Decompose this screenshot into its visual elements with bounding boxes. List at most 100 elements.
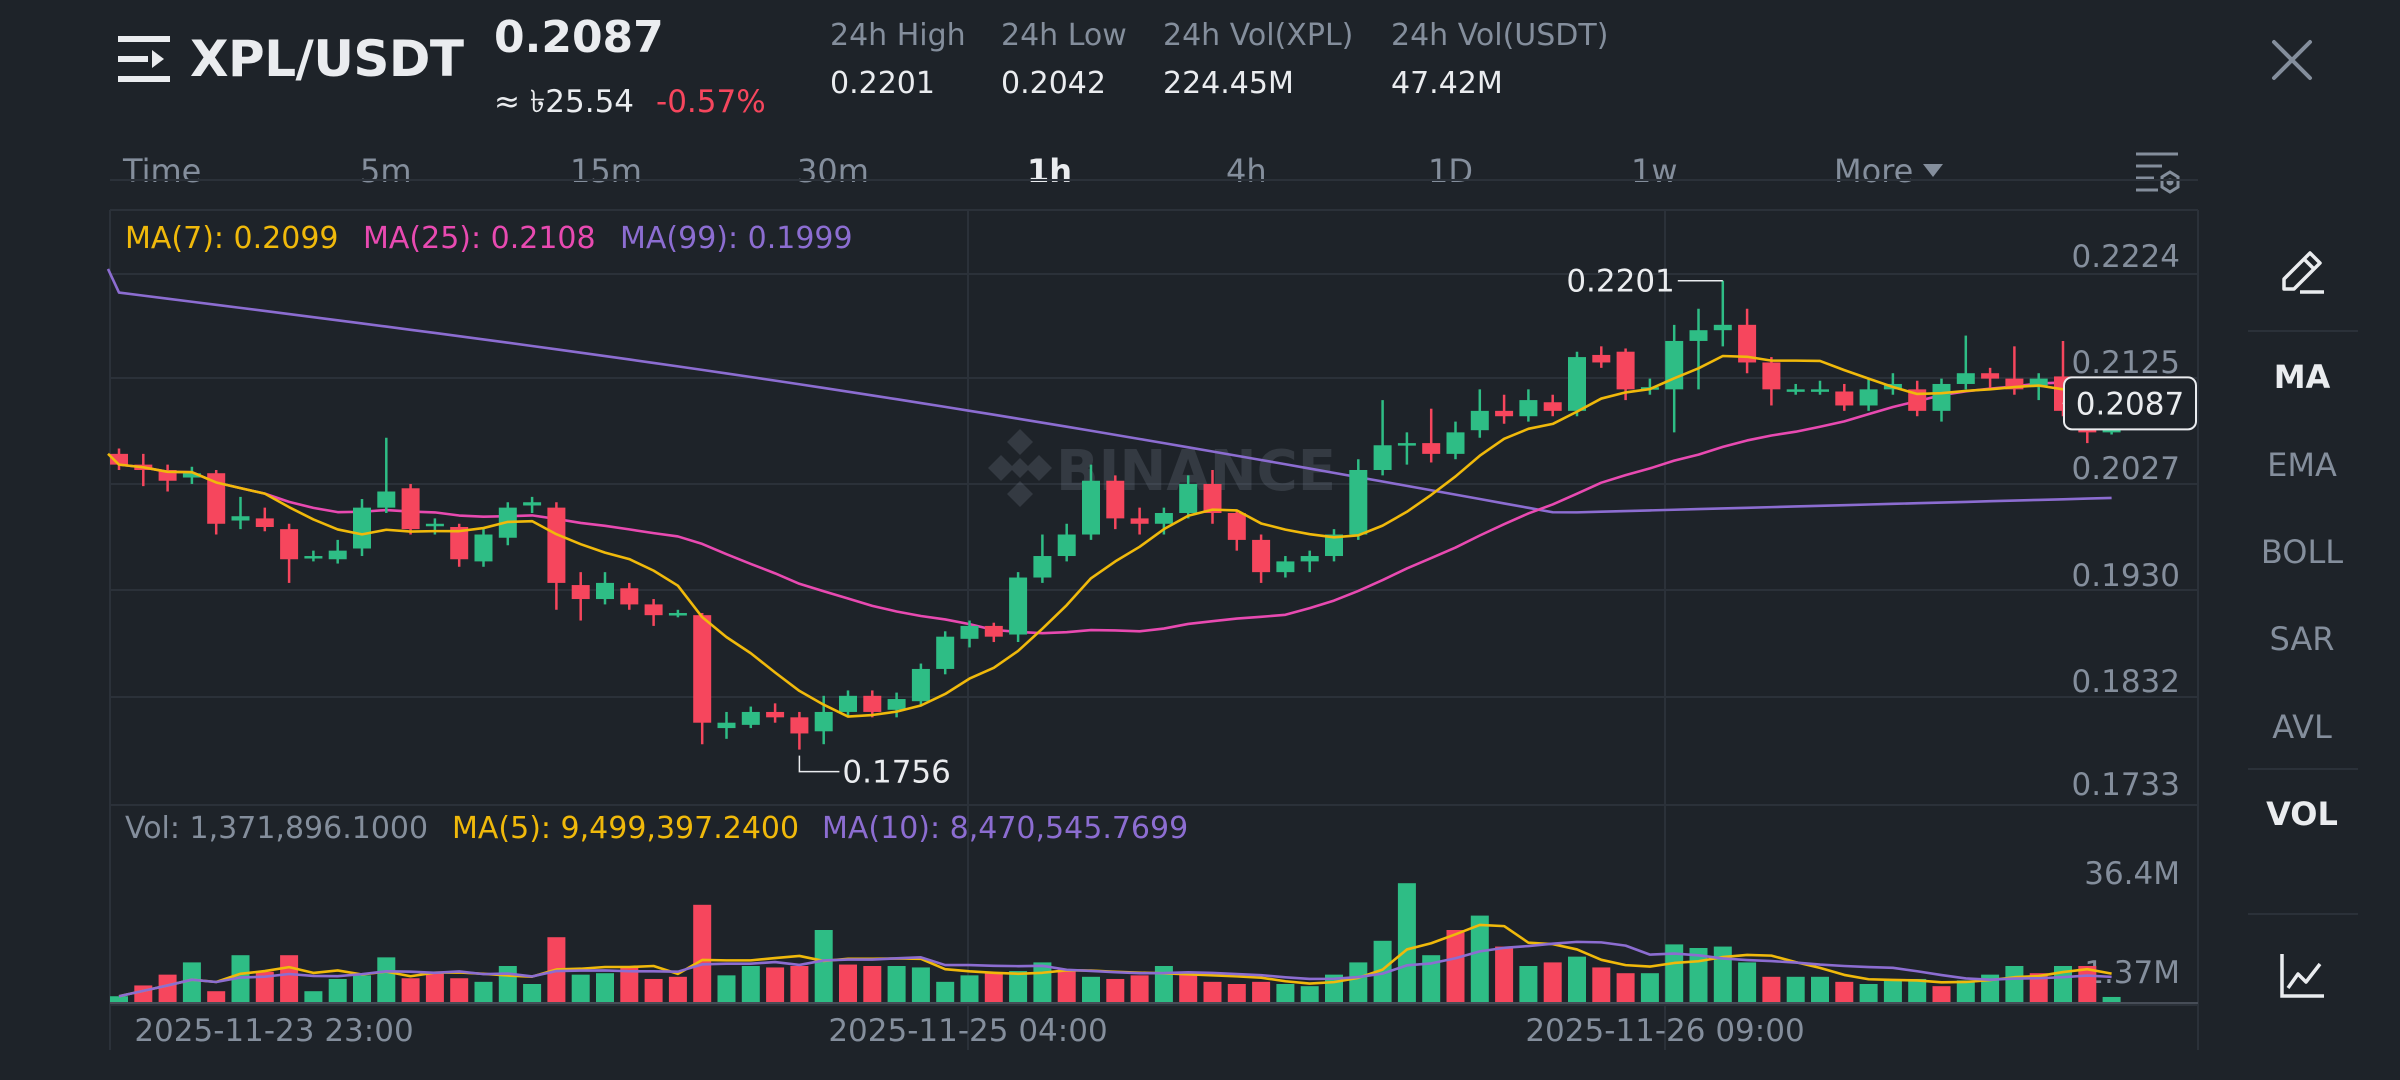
side-divider bbox=[2248, 330, 2358, 332]
price-axis: 0.2224 0.2125 0.2027 0.1930 0.1832 0.1733 bbox=[2072, 239, 2180, 803]
volume-bar bbox=[353, 975, 371, 1002]
volume-bar bbox=[2102, 996, 2121, 1002]
candle-down bbox=[110, 453, 128, 465]
candle-down bbox=[863, 695, 882, 712]
volume-bar bbox=[1883, 980, 1902, 1002]
volume-bar bbox=[1397, 883, 1416, 1002]
stat-value-24h-vol-usdt: 47.42M bbox=[1391, 66, 1503, 101]
ma7-line bbox=[107, 354, 2112, 718]
pen-icon[interactable] bbox=[2278, 245, 2328, 295]
tab-1w[interactable]: 1w bbox=[1631, 152, 1678, 190]
volume-bar bbox=[1519, 966, 1538, 1002]
stat-value-24h-low: 0.2042 bbox=[1001, 66, 1106, 101]
volume-bar bbox=[1009, 971, 1028, 1002]
ma25-path bbox=[118, 381, 2112, 635]
volume-bar bbox=[1446, 930, 1465, 1002]
tab-more-label: More bbox=[1834, 152, 1914, 190]
tab-time[interactable]: Time bbox=[123, 152, 202, 190]
candle-up bbox=[1811, 389, 1829, 392]
trading-pair[interactable]: XPL/USDT bbox=[190, 30, 464, 88]
price-tick-label: 0.2224 bbox=[2072, 239, 2180, 275]
volume-tick-label: 36.4M bbox=[2084, 856, 2180, 892]
candle-down bbox=[1592, 354, 1611, 363]
last-price: 0.2087 bbox=[494, 12, 664, 63]
menu-icon[interactable] bbox=[118, 36, 170, 82]
kline-chart[interactable]: BINANCE 0.22240.21250.20270.19300.18320.… bbox=[0, 0, 2210, 1080]
ma7-path bbox=[107, 354, 2112, 718]
candle-down bbox=[450, 526, 469, 560]
tab-1h[interactable]: 1h bbox=[1027, 152, 1073, 190]
candle-down bbox=[158, 469, 177, 481]
candle-down bbox=[280, 529, 299, 560]
candle-down bbox=[984, 625, 1003, 637]
close-icon[interactable] bbox=[2270, 38, 2314, 82]
volume-bar bbox=[2005, 966, 2024, 1002]
volume-bar bbox=[668, 976, 687, 1002]
volume-bar bbox=[1422, 955, 1441, 1002]
volume-bar bbox=[1300, 986, 1319, 1002]
ma25-legend: MA(25): 0.2108 bbox=[363, 221, 596, 256]
candle-up bbox=[839, 695, 857, 712]
tab-1d[interactable]: 1D bbox=[1428, 152, 1473, 190]
candle-up bbox=[1300, 556, 1319, 562]
high-marker-label: 0.2201 bbox=[1566, 264, 1674, 300]
volume-bar bbox=[1616, 973, 1635, 1002]
candle-up bbox=[1325, 534, 1343, 557]
candle-up bbox=[1470, 410, 1489, 431]
candle-up bbox=[814, 711, 833, 732]
candle-down bbox=[1616, 351, 1635, 390]
indicator-ema[interactable]: EMA bbox=[2267, 446, 2337, 484]
volume-bar bbox=[523, 984, 542, 1002]
tab-5m[interactable]: 5m bbox=[360, 152, 412, 190]
volume-bar bbox=[1640, 973, 1659, 1002]
line-chart-icon[interactable] bbox=[2278, 950, 2328, 1000]
time-axis: 2025-11-23 23:00 2025-11-25 04:00 2025-11-… bbox=[134, 1013, 1804, 1049]
volume-bar bbox=[1349, 962, 1368, 1002]
volume-bar bbox=[1252, 981, 1271, 1002]
tab-15m[interactable]: 15m bbox=[570, 152, 642, 190]
candle-up bbox=[1373, 445, 1392, 470]
volume-bar bbox=[1713, 946, 1732, 1002]
side-divider bbox=[2248, 913, 2358, 915]
volume-bar bbox=[1203, 981, 1222, 1002]
candle-down bbox=[1543, 402, 1562, 411]
candle-down bbox=[2005, 378, 2024, 390]
volume-bars bbox=[110, 883, 2121, 1002]
indicator-avl[interactable]: AVL bbox=[2272, 708, 2332, 746]
candle-down bbox=[790, 717, 809, 734]
volume-bar bbox=[134, 985, 153, 1002]
stat-label-24h-vol-usdt: 24h Vol(USDT) bbox=[1391, 18, 1609, 53]
tab-30m[interactable]: 30m bbox=[797, 152, 869, 190]
volume-bar bbox=[693, 904, 712, 1002]
volume-bar bbox=[839, 964, 857, 1002]
volume-bar bbox=[1495, 946, 1514, 1002]
volume-axis: 36.4M 1.37M bbox=[2084, 856, 2180, 991]
stat-label-24h-high: 24h High bbox=[830, 18, 966, 53]
volume-bar bbox=[1762, 976, 1781, 1002]
volume-bar bbox=[1738, 962, 1757, 1002]
candle-up bbox=[596, 582, 614, 600]
tab-more[interactable]: More bbox=[1834, 152, 1944, 190]
candle-up bbox=[1519, 400, 1538, 417]
volume-bar bbox=[863, 966, 882, 1002]
volume-bar bbox=[1859, 984, 1878, 1002]
candle-up bbox=[1179, 483, 1198, 514]
candle-up bbox=[1397, 443, 1416, 446]
volume-bar bbox=[1154, 966, 1173, 1002]
volume-bar bbox=[2054, 966, 2072, 1002]
candle-up bbox=[304, 556, 323, 559]
candle-down bbox=[1981, 373, 2000, 379]
ma99-line bbox=[106, 268, 2112, 514]
fiat-row: ≈ ৳25.54 -0.57% bbox=[494, 78, 766, 130]
volume-bar bbox=[498, 966, 517, 1002]
tab-4h[interactable]: 4h bbox=[1226, 152, 1267, 190]
volume-bar bbox=[182, 962, 201, 1002]
indicator-vol[interactable]: VOL bbox=[2266, 795, 2338, 833]
candle-down bbox=[1495, 410, 1514, 417]
indicator-sar[interactable]: SAR bbox=[2269, 620, 2335, 658]
indicator-boll[interactable]: BOLL bbox=[2260, 533, 2344, 571]
candle-down bbox=[1252, 539, 1271, 573]
volume-bar bbox=[814, 930, 833, 1002]
indicator-ma[interactable]: MA bbox=[2273, 358, 2331, 396]
time-tick-label: 2025-11-26 09:00 bbox=[1525, 1013, 1804, 1049]
